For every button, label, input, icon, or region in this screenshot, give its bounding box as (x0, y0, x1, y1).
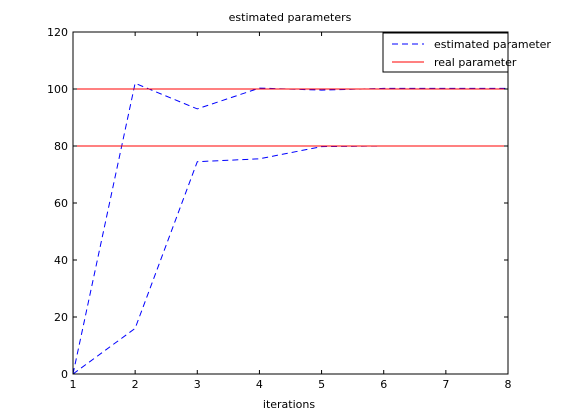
x-tick-label: 3 (194, 378, 201, 391)
x-tick-label: 7 (442, 378, 449, 391)
plot-area (73, 32, 508, 374)
x-tick-label: 1 (70, 378, 77, 391)
legend-box (382, 32, 509, 73)
y-tick-label: 60 (54, 197, 68, 210)
legend-label-real: real parameter (434, 56, 517, 69)
y-tick-label: 0 (61, 368, 68, 381)
series-layer (72, 82, 508, 375)
y-tick-label: 120 (47, 26, 68, 39)
x-tick-label: 8 (505, 378, 512, 391)
x-tick-label: 6 (380, 378, 387, 391)
y-tick-label: 20 (54, 311, 68, 324)
y-axis: 0 20 40 60 80 100 120 (47, 26, 508, 381)
x-axis-label: iterations (263, 398, 315, 411)
chart-title: estimated parameters (229, 11, 352, 24)
legend: estimated parameter real parameter (382, 32, 551, 73)
x-tick-label: 4 (256, 378, 263, 391)
x-tick-label: 2 (132, 378, 139, 391)
y-tick-label: 80 (54, 140, 68, 153)
y-tick-label: 40 (54, 254, 68, 267)
x-tick-label: 5 (318, 378, 325, 391)
y-tick-label: 100 (47, 83, 68, 96)
legend-label-estimated: estimated parameter (434, 38, 551, 51)
